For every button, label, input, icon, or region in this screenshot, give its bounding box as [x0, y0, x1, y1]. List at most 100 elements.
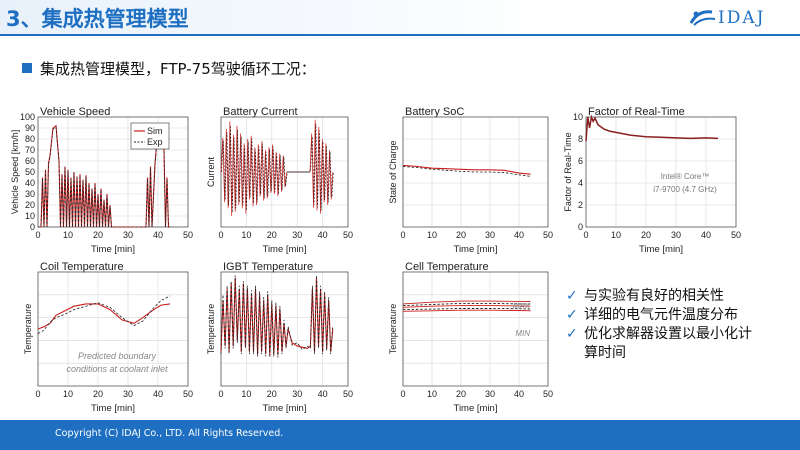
cell-temperature-series-line	[402, 300, 531, 305]
check-icon: ✓	[566, 307, 578, 323]
logo-text: IDAJ	[718, 8, 766, 28]
factor-real-time-xtick-label: 30	[671, 230, 681, 240]
factor-real-time-ytick-label: 4	[578, 178, 583, 188]
cell-temperature-xtick-label: 50	[543, 389, 553, 399]
coil-temperature-xtick-label: 20	[93, 389, 103, 399]
cell-temperature-series-line	[402, 309, 531, 312]
battery-soc-title: Battery SoC	[405, 106, 464, 118]
battery-current-y-axis-label: Current	[206, 156, 216, 187]
vehicle-speed-x-axis-label: Time [min]	[91, 244, 135, 255]
battery-current-xtick-label: 50	[343, 230, 353, 240]
copyright-text: Copyright (C) IDAJ Co., LTD. All Rights …	[55, 428, 284, 439]
igbt-temperature-plot-frame	[220, 271, 349, 387]
coil-temperature-annotation: conditions at coolant inlet	[66, 364, 168, 374]
square-bullet-icon	[22, 63, 32, 73]
igbt-temperature-xtick-label: 30	[292, 389, 302, 399]
note-item: ✓ 与实验有良好的相关性	[566, 287, 764, 306]
vehicle-speed-y-axis-label: Vehicle Speed [km/h]	[10, 130, 20, 215]
coil-temperature-xtick-label: 30	[123, 389, 133, 399]
cell-temperature-xtick-label: 40	[514, 389, 524, 399]
factor-real-time-xtick-label: 10	[611, 230, 621, 240]
cell-temperature-series-line	[402, 302, 531, 307]
battery-soc-xtick-label: 40	[514, 230, 524, 240]
battery-current-xtick-label: 20	[267, 230, 277, 240]
cell-temperature-series-line	[402, 308, 531, 311]
note-item: ✓ 优化求解器设置以最小化计算时间	[566, 325, 764, 363]
factor-real-time-plot-frame	[585, 116, 737, 228]
vehicle-speed-ytick-label: 50	[25, 167, 35, 177]
cell-temperature-x-axis-label: Time [min]	[454, 403, 498, 414]
factor-real-time-x-axis-label: Time [min]	[639, 244, 683, 255]
vehicle-speed-ytick-label: 20	[25, 200, 35, 210]
coil-temperature-annotation: Predicted boundary	[78, 351, 157, 361]
battery-current-x-axis-label: Time [min]	[263, 244, 307, 255]
battery-soc-plot-frame	[402, 116, 549, 228]
factor-real-time-xtick-label: 20	[641, 230, 651, 240]
coil-temperature-xtick-label: 50	[183, 389, 193, 399]
vehicle-speed-ytick-label: 70	[25, 145, 35, 155]
note-text: 优化求解器设置以最小化计算时间	[584, 326, 752, 361]
title-bar	[0, 0, 800, 34]
company-logo: IDAJ	[688, 7, 780, 29]
battery-soc-xtick-label: 30	[485, 230, 495, 240]
factor-real-time-ytick-label: 0	[578, 222, 583, 232]
igbt-temperature-xtick-label: 10	[241, 389, 251, 399]
cell-temperature-xtick-label: 20	[456, 389, 466, 399]
section-subtitle: 集成热管理模型，FTP-75驾驶循环工况：	[22, 58, 316, 79]
cell-temperature-annotation: MIN	[515, 329, 530, 338]
vehicle-speed-xtick-label: 20	[93, 230, 103, 240]
igbt-temperature-xtick-label: 20	[267, 389, 277, 399]
factor-real-time-xtick-label: 40	[701, 230, 711, 240]
battery-soc-series-line	[402, 164, 531, 175]
vehicle-speed-xtick-label: 10	[63, 230, 73, 240]
vehicle-speed-ytick-label: 90	[25, 123, 35, 133]
vehicle-speed-ytick-label: 100	[20, 112, 35, 122]
check-icon: ✓	[566, 288, 578, 304]
vehicle-speed-xtick-label: 30	[123, 230, 133, 240]
igbt-temperature-x-axis-label: Time [min]	[263, 403, 307, 414]
factor-real-time-series-line	[585, 114, 719, 142]
vehicle-speed-ytick-label: 10	[25, 211, 35, 221]
factor-real-time-annotation: Intel® Core™	[661, 172, 710, 181]
coil-temperature-x-axis-label: Time [min]	[91, 403, 135, 414]
cell-temperature-xtick-label: 30	[485, 389, 495, 399]
notes-list: ✓ 与实验有良好的相关性 ✓ 详细的电气元件温度分布 ✓ 优化求解器设置以最小化计算时…	[566, 287, 764, 363]
battery-current-series-line	[221, 123, 334, 213]
igbt-temperature-xtick-label: 40	[318, 389, 328, 399]
vehicle-speed-ytick-label: 40	[25, 178, 35, 188]
swoosh-logo-icon	[689, 10, 716, 26]
subtitle-text: 集成热管理模型，FTP-75驾驶循环工况：	[40, 60, 316, 78]
battery-soc-xtick-label: 20	[456, 230, 466, 240]
vehicle-speed-legend-label: Exp	[147, 137, 163, 147]
coil-temperature-series-line	[37, 303, 171, 330]
igbt-temperature-title: IGBT Temperature	[223, 261, 313, 273]
factor-real-time-xtick-label: 50	[731, 230, 741, 240]
battery-soc-series-line	[402, 166, 531, 177]
igbt-temperature-xtick-label: 50	[343, 389, 353, 399]
coil-temperature-series-line	[37, 295, 171, 334]
coil-temperature-xtick-label: 40	[153, 389, 163, 399]
vehicle-speed-legend-label: Sim	[147, 126, 163, 136]
vehicle-speed-xtick-label: 50	[183, 230, 193, 240]
battery-current-xtick-label: 10	[241, 230, 251, 240]
factor-real-time-xtick-label: 0	[583, 230, 588, 240]
factor-real-time-y-axis-label: Factor of Real-Time	[563, 132, 573, 211]
vehicle-speed-xtick-label: 0	[35, 230, 40, 240]
vehicle-speed-title: Vehicle Speed	[40, 106, 110, 118]
coil-temperature-title: Coil Temperature	[40, 261, 124, 273]
igbt-temperature-xtick-label: 0	[218, 389, 223, 399]
factor-real-time-ytick-label: 8	[578, 134, 583, 144]
coil-temperature-xtick-label: 0	[35, 389, 40, 399]
igbt-temperature-y-axis-label: Temperature	[206, 304, 216, 355]
battery-current-xtick-label: 30	[292, 230, 302, 240]
coil-temperature-xtick-label: 10	[63, 389, 73, 399]
factor-real-time-ytick-label: 6	[578, 156, 583, 166]
igbt-temperature-series-line	[220, 275, 334, 358]
coil-temperature-y-axis-label: Temperature	[23, 304, 33, 355]
title-divider	[0, 34, 800, 36]
check-icon: ✓	[566, 326, 578, 342]
factor-real-time-title: Factor of Real-Time	[588, 106, 685, 118]
battery-current-series-line	[220, 119, 334, 217]
vehicle-speed-ytick-label: 60	[25, 156, 35, 166]
